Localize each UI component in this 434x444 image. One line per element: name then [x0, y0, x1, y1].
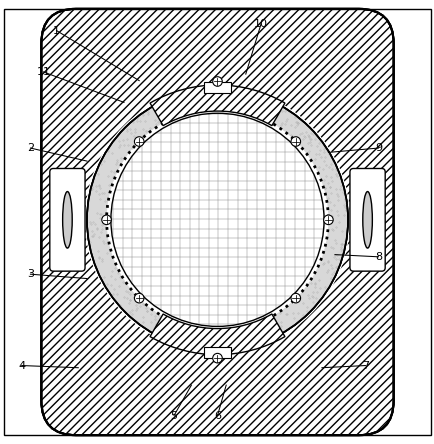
Circle shape [290, 137, 300, 147]
Circle shape [212, 77, 222, 86]
FancyBboxPatch shape [349, 168, 385, 271]
Bar [204, 347, 230, 358]
Text: 3: 3 [27, 269, 34, 279]
Wedge shape [150, 85, 284, 126]
Ellipse shape [62, 191, 72, 248]
Circle shape [106, 109, 328, 331]
Text: 9: 9 [374, 143, 381, 153]
Text: 10: 10 [253, 19, 267, 29]
FancyBboxPatch shape [53, 250, 77, 263]
Circle shape [102, 215, 111, 225]
Circle shape [87, 89, 347, 350]
Circle shape [290, 293, 300, 303]
FancyBboxPatch shape [357, 250, 381, 263]
FancyBboxPatch shape [53, 176, 77, 190]
Circle shape [87, 89, 347, 350]
Circle shape [85, 87, 349, 353]
Bar [204, 82, 230, 93]
Text: 6: 6 [214, 411, 220, 420]
Text: 8: 8 [374, 252, 381, 262]
Circle shape [212, 353, 222, 363]
FancyBboxPatch shape [41, 9, 393, 435]
Text: 11: 11 [36, 67, 50, 77]
Text: 7: 7 [361, 361, 368, 371]
Text: 2: 2 [27, 143, 34, 153]
FancyBboxPatch shape [357, 176, 381, 190]
Circle shape [134, 293, 144, 303]
Circle shape [323, 215, 332, 225]
Text: 4: 4 [18, 361, 25, 371]
Wedge shape [150, 314, 284, 355]
Text: 5: 5 [170, 411, 177, 420]
Ellipse shape [362, 191, 372, 248]
Circle shape [134, 137, 144, 147]
FancyBboxPatch shape [49, 168, 85, 271]
Text: 1: 1 [53, 26, 60, 36]
